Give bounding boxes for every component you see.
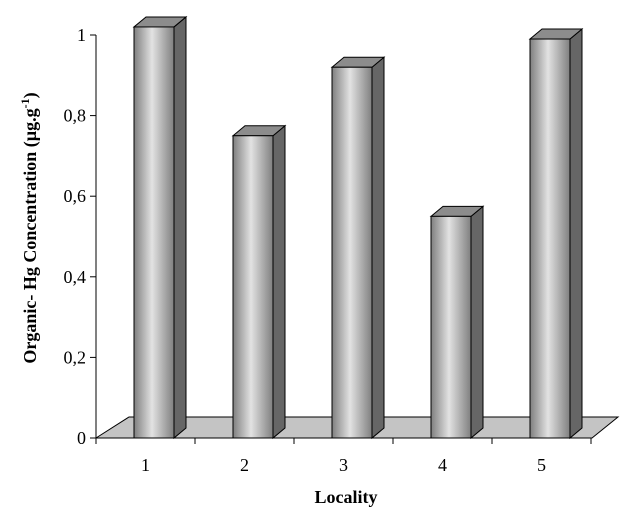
y-axis-title: Organic- Hg Concentration (µg.g-1) [18,92,41,363]
x-tick-label: 5 [537,455,546,475]
y-tick-label: 0,8 [64,106,87,126]
bar-side [371,56,385,440]
bar [330,56,386,440]
y-tick-label: 0 [77,428,86,448]
bar-front [430,215,472,439]
bar [528,27,584,440]
x-tick-label: 2 [240,455,249,475]
bar-side [470,205,484,440]
bar-front [232,135,274,439]
bar-side [272,124,286,440]
bar-front [331,66,373,439]
bar-front [529,38,571,439]
bar [429,205,485,440]
bar-front [133,26,175,439]
y-tick-label: 0,2 [64,347,87,367]
bar [231,124,287,440]
x-axis-ticks: 1 2 3 4 5 [95,438,592,475]
x-axis-title: Locality [315,487,378,507]
y-tick-label: 0,4 [64,267,87,287]
x-tick-label: 3 [339,455,348,475]
bar-side [173,15,187,440]
y-tick-label: 1 [77,25,86,45]
x-tick-label: 4 [438,455,447,475]
x-tick-label: 1 [141,455,150,475]
bar-side [569,27,583,440]
bars-group [132,15,584,440]
y-tick-label: 0,6 [64,186,87,206]
y-axis-ticks: 0 0,2 0,4 0,6 0,8 1 [64,25,96,448]
bar [132,15,188,440]
